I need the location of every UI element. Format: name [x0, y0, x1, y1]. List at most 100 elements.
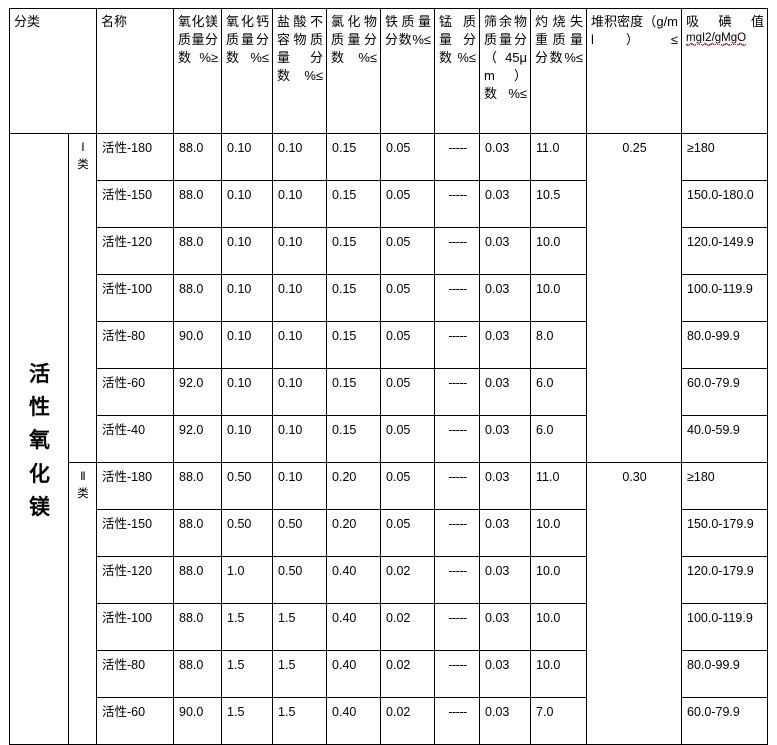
- loss-on-ignition-cell: 6.0: [530, 368, 588, 416]
- cao-content-cell: 0.10: [221, 415, 274, 463]
- manganese-cell: -----: [434, 133, 481, 181]
- acid-insoluble-cell: 0.10: [272, 462, 328, 510]
- mgo-content-cell: 90.0: [173, 321, 223, 369]
- class-label-char: Ⅰ: [81, 142, 85, 154]
- table-row: 活性-100 88.0 0.10 0.10 0.15 0.05 ----- 0.03 10.0 1…: [10, 274, 768, 322]
- manganese-cell: -----: [434, 556, 481, 604]
- chloride-cell: 0.15: [326, 321, 382, 369]
- column-header-unit: mgI2/gMgO: [686, 31, 764, 47]
- manganese-cell: -----: [434, 274, 481, 322]
- chloride-cell: 0.20: [326, 509, 382, 557]
- iron-cell: 0.05: [380, 133, 436, 181]
- table-row: 活性-80 90.0 0.10 0.10 0.15 0.05 ----- 0.03 8.0 80.…: [10, 321, 768, 369]
- chloride-cell: 0.20: [326, 462, 382, 510]
- cao-content-cell: 0.10: [221, 368, 274, 416]
- column-header-product-name: 名称: [96, 8, 175, 134]
- table-row: Ⅱ 类活性-180 88.0 0.50 0.10 0.20 0.05 ----- 0.03 11.…: [10, 462, 768, 745]
- chloride-cell: 0.15: [326, 274, 382, 322]
- iodine-value-cell: 120.0-149.9: [681, 227, 768, 275]
- acid-insoluble-cell: 0.10: [272, 415, 328, 463]
- vertical-label-char: 性: [29, 396, 50, 420]
- iodine-value-cell: 120.0-179.9: [681, 556, 768, 604]
- cao-content-cell: 0.10: [221, 227, 274, 275]
- acid-insoluble-cell: 0.10: [272, 274, 328, 322]
- manganese-cell: -----: [434, 697, 481, 745]
- vertical-label-char: 化: [29, 462, 50, 486]
- mgo-content-cell: 88.0: [173, 650, 223, 698]
- loss-on-ignition-cell: 8.0: [530, 321, 588, 369]
- acid-insoluble-cell: 1.5: [272, 650, 328, 698]
- column-header-iodine-value: 吸碘值 mgI2/gMgO: [681, 8, 768, 134]
- loss-on-ignition-cell: 11.0: [530, 462, 588, 510]
- sieve-residue-cell: 0.03: [479, 509, 532, 557]
- loss-on-ignition-cell: 10.0: [530, 274, 588, 322]
- column-header-label: 氯化物质量分数%≤: [331, 14, 378, 65]
- chloride-cell: 0.15: [326, 133, 382, 181]
- cao-content-cell: 0.50: [221, 462, 274, 510]
- product-name-cell: 活性-80: [96, 321, 175, 369]
- cao-content-cell: 1.5: [221, 650, 274, 698]
- sieve-residue-cell: 0.03: [479, 368, 532, 416]
- iodine-value-cell: 40.0-59.9: [681, 415, 768, 463]
- cao-content-cell: 0.10: [221, 180, 274, 228]
- chloride-cell: 0.40: [326, 603, 382, 651]
- iodine-value-cell: 150.0-179.9: [681, 509, 768, 557]
- cao-content-cell: 1.0: [221, 556, 274, 604]
- acid-insoluble-cell: 0.10: [272, 133, 328, 181]
- iron-cell: 0.02: [380, 556, 436, 604]
- chloride-cell: 0.40: [326, 650, 382, 698]
- sieve-residue-cell: 0.03: [479, 697, 532, 745]
- class-label-char: Ⅱ: [80, 471, 86, 483]
- sieve-residue-cell: 0.03: [479, 603, 532, 651]
- cao-content-cell: 0.50: [221, 509, 274, 557]
- bulk-density-cell-2: 0.30: [586, 462, 683, 745]
- category-label-cell: 活性氧化镁: [9, 133, 69, 745]
- sieve-residue-cell: 0.03: [479, 274, 532, 322]
- loss-on-ignition-cell: 10.0: [530, 603, 588, 651]
- iron-cell: 0.05: [380, 321, 436, 369]
- manganese-cell: -----: [434, 650, 481, 698]
- acid-insoluble-cell: 0.10: [272, 368, 328, 416]
- product-name-cell: 活性-150: [96, 509, 175, 557]
- bulk-density-cell-1: 0.25: [586, 133, 683, 463]
- iron-cell: 0.05: [380, 274, 436, 322]
- spellcheck-underlined-text: mgI2/gMgO: [686, 31, 747, 45]
- column-header-acid-insoluble: 盐酸不容物质量分数%≤: [272, 8, 328, 134]
- sieve-residue-cell: 0.03: [479, 556, 532, 604]
- product-specification-table: 分类 名称 氧化镁质量分数%≥ 氧化钙质量分数%≤ 盐酸不容物质量分数%≤ 氯化物质量分数…: [8, 8, 768, 745]
- iodine-value-cell: 60.0-79.9: [681, 368, 768, 416]
- vertical-category-label: 活性氧化镁: [15, 140, 64, 742]
- mgo-content-cell: 88.0: [173, 227, 223, 275]
- acid-insoluble-cell: 0.10: [272, 321, 328, 369]
- loss-on-ignition-cell: 6.0: [530, 415, 588, 463]
- sieve-residue-cell: 0.03: [479, 415, 532, 463]
- product-name-cell: 活性-80: [96, 650, 175, 698]
- product-name-cell: 活性-180: [96, 462, 175, 510]
- mgo-content-cell: 88.0: [173, 462, 223, 510]
- mgo-content-cell: 88.0: [173, 603, 223, 651]
- loss-on-ignition-cell: 10.0: [530, 650, 588, 698]
- column-header-label: 灼烧失重质量分数%≤: [535, 14, 584, 65]
- cao-content-cell: 0.10: [221, 133, 274, 181]
- product-name-cell: 活性-120: [96, 227, 175, 275]
- table-row: 活性氧化镁 Ⅰ 类活性-180 88.0 0.10 0.10 0.15 0.05 ----- 0.…: [9, 133, 768, 745]
- chloride-cell: 0.15: [326, 227, 382, 275]
- acid-insoluble-cell: 0.50: [272, 556, 328, 604]
- sieve-residue-cell: 0.03: [479, 180, 532, 228]
- product-name-cell: 活性-180: [96, 133, 175, 181]
- column-header-mgo-content: 氧化镁质量分数%≥: [173, 8, 223, 134]
- cao-content-cell: 1.5: [221, 697, 274, 745]
- iodine-value-cell: ≥180: [681, 462, 768, 510]
- iron-cell: 0.05: [380, 227, 436, 275]
- chloride-cell: 0.15: [326, 368, 382, 416]
- iron-cell: 0.05: [380, 462, 436, 510]
- product-name-cell: 活性-40: [96, 415, 175, 463]
- product-name-cell: 活性-60: [96, 368, 175, 416]
- table-row: 活性-150 88.0 0.50 0.50 0.20 0.05 ----- 0.03 10.0 1…: [10, 509, 768, 557]
- column-header-label: 氧化钙质量分数%≤: [226, 14, 270, 65]
- column-header-loss-on-ignition: 灼烧失重质量分数%≤: [530, 8, 588, 134]
- iron-cell: 0.02: [380, 697, 436, 745]
